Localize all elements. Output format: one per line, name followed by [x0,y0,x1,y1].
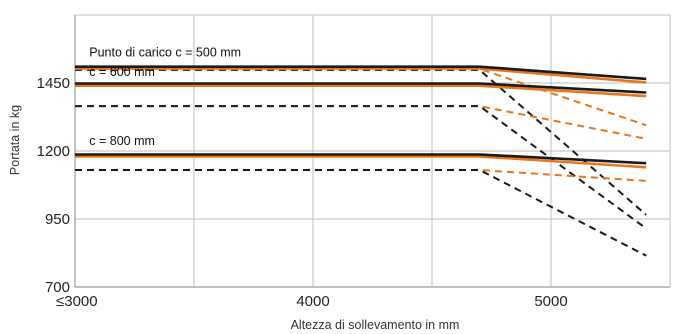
x-tick-label: 5000 [534,293,567,310]
plot-frame [74,15,670,288]
series-line-8 [75,105,647,230]
annotation-label: c = 800 mm [89,134,155,148]
series-line-12 [75,169,647,257]
y-tick-label: 1450 [37,75,70,92]
series-line-3 [75,67,647,127]
series-line-11 [75,169,647,182]
series-line-7 [75,105,647,140]
y-tick-label: 950 [45,211,70,228]
y-tick-label: 700 [45,279,70,296]
y-tick-label: 1200 [37,143,70,160]
x-tick-label: ≤3000 [56,293,98,310]
series-layer [75,65,647,257]
series-line-5 [75,82,647,94]
series-line-1 [75,65,647,81]
series-line-10 [75,155,647,169]
series-line-6 [75,84,647,98]
series-line-9 [75,153,647,165]
annotations: Punto di carico c = 500 mm c = 600 mm c = … [89,46,241,148]
y-axis-label: Portata in kg [8,105,22,175]
series-line-2 [75,67,647,84]
annotation-label: c = 600 mm [89,65,155,79]
tick-labels: 700 950 1200 1450 ≤3000 4000 5000 [37,75,568,310]
annotation-label: Punto di carico c = 500 mm [89,46,241,60]
x-tick-label: 4000 [296,293,329,310]
x-axis-label: Altezza di sollevamento in mm [291,318,460,332]
